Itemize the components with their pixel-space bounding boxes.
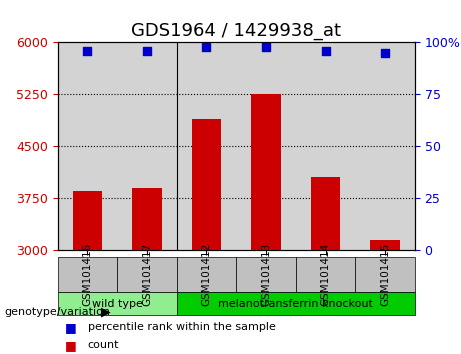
- Text: melanotransferrin knockout: melanotransferrin knockout: [219, 299, 373, 309]
- Text: GSM101412: GSM101412: [201, 243, 212, 306]
- FancyBboxPatch shape: [296, 257, 355, 292]
- Title: GDS1964 / 1429938_at: GDS1964 / 1429938_at: [131, 22, 341, 40]
- Text: count: count: [88, 340, 119, 350]
- Text: GSM101416: GSM101416: [83, 243, 92, 306]
- Bar: [251, 94, 281, 250]
- FancyBboxPatch shape: [58, 257, 117, 292]
- FancyBboxPatch shape: [236, 257, 296, 292]
- Point: [143, 48, 151, 53]
- Text: genotype/variation: genotype/variation: [5, 307, 111, 316]
- Text: GSM101414: GSM101414: [320, 243, 331, 306]
- Point: [203, 44, 210, 50]
- Text: ▶: ▶: [101, 305, 111, 318]
- Bar: [72, 191, 102, 250]
- Point: [322, 48, 329, 53]
- Text: wild type: wild type: [92, 299, 142, 309]
- FancyBboxPatch shape: [177, 257, 236, 292]
- FancyBboxPatch shape: [58, 292, 177, 315]
- Point: [262, 44, 270, 50]
- Text: ■: ■: [65, 321, 76, 334]
- Text: ■: ■: [65, 339, 76, 352]
- Text: GSM101413: GSM101413: [261, 243, 271, 306]
- Bar: [132, 188, 162, 250]
- Point: [84, 48, 91, 53]
- Text: GSM101415: GSM101415: [380, 243, 390, 306]
- Bar: [370, 240, 400, 250]
- FancyBboxPatch shape: [177, 292, 415, 315]
- Bar: [311, 177, 341, 250]
- Bar: [192, 119, 221, 250]
- Text: GSM101417: GSM101417: [142, 243, 152, 306]
- Point: [381, 50, 389, 56]
- FancyBboxPatch shape: [117, 257, 177, 292]
- FancyBboxPatch shape: [355, 257, 415, 292]
- Text: percentile rank within the sample: percentile rank within the sample: [88, 322, 276, 332]
